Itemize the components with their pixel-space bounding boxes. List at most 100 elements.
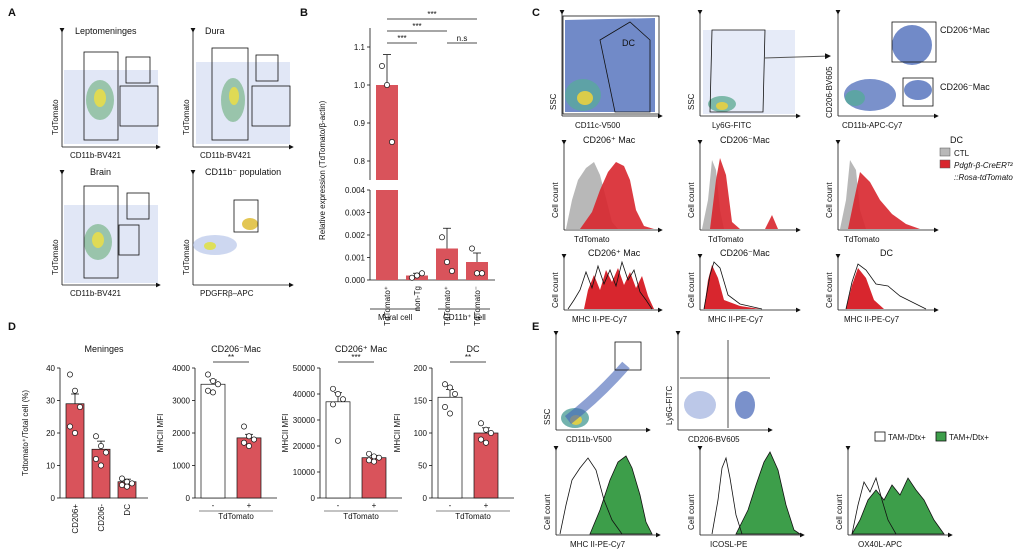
y-tick-label: 150 xyxy=(414,397,428,406)
hist-ylabel: Cell count xyxy=(835,494,844,530)
bar xyxy=(376,190,398,280)
flow-plot-xlabel: CD11b-V500 xyxy=(566,435,612,444)
x-tick-label: CD206+ xyxy=(71,504,80,534)
data-point xyxy=(366,450,372,457)
data-point xyxy=(478,420,484,427)
panel-d: D Meninges 0 10 20 30 40 Tdtomato⁺/Total cell … xyxy=(8,321,514,534)
y-tick-label: 10 xyxy=(46,462,55,471)
flow-plot-title: Brain xyxy=(90,167,111,177)
hist-ylabel: Cell count xyxy=(825,272,834,308)
x-tick-label: - xyxy=(337,501,340,510)
hist-xlabel: OX40L-APC xyxy=(858,540,902,549)
y-tick-label: 0.003 xyxy=(345,209,366,218)
y-tick-label: 20000 xyxy=(293,442,316,451)
chart-title: DC xyxy=(467,344,480,354)
legend-c: CTL Pdgfr-β-CreERᵀ² ::Rosa-tdTomato xyxy=(939,147,1013,182)
bar-chart-b: 0.8 0.9 1.0 1.1 0.000 0.001 0.002 0.003 0.004 TdT… xyxy=(345,10,495,326)
data-point xyxy=(483,439,489,446)
histogram-mhcii-e: MHC II-PE-Cy7 Cell count xyxy=(543,446,661,549)
data-point xyxy=(474,270,480,277)
data-point xyxy=(469,245,475,252)
panel-c: C DC CD11c-V500 SSC Ly6G-FITC SSC xyxy=(532,7,1013,324)
data-point xyxy=(444,259,450,265)
legend-tg-2: ::Rosa-tdTomato xyxy=(954,173,1013,182)
panel-a-letter: A xyxy=(8,7,16,19)
panel-c-letter: C xyxy=(532,7,540,19)
panel-a: A Leptomeninges CD11b-BV421 TdTomato Dur… xyxy=(8,7,294,298)
y-tick-label: 40000 xyxy=(293,390,316,399)
flow-plot-ylabel: CD206-BV605 xyxy=(825,66,834,118)
y-tick-label: 0.004 xyxy=(345,186,366,195)
flow-plot-cd206-ly6g: CD206-BV605 Ly6G-FITC xyxy=(665,331,773,444)
data-point xyxy=(215,381,221,388)
bar xyxy=(65,403,85,499)
histogram-tdtomato-cd206-pos: TdTomato xyxy=(561,140,663,244)
chart-title: Meninges xyxy=(84,344,124,354)
hist-xlabel: MHC II-PE-Cy7 xyxy=(844,315,900,324)
flow-plot-cd11b-v500: CD11b-V500 SSC xyxy=(543,331,651,444)
flow-plot-ylabel: TdTomato xyxy=(51,99,60,135)
hist-xlabel: TdTomato xyxy=(708,235,744,244)
panel-b: B Relative expression (TdTomato/β-actin)… xyxy=(300,7,495,326)
flow-plot-xlabel: Ly6G-FITC xyxy=(712,121,751,130)
data-point xyxy=(483,426,489,433)
sig-label: ** xyxy=(228,353,234,362)
flow-plot-ly6g: Ly6G-FITC SSC xyxy=(687,10,831,130)
hist-title: CD206⁺ Mac xyxy=(583,135,636,145)
data-point xyxy=(67,423,73,430)
flow-plot-title: Leptomeninges xyxy=(75,26,137,36)
flow-plot-ylabel: Ly6G-FITC xyxy=(665,386,674,425)
x-tick-label: + xyxy=(372,501,377,510)
flow-plot-xlabel: CD11c-V500 xyxy=(575,121,621,130)
bar-chart-d-dc: DC 0 50 100 150 200 MHCII MFI - + ** TdTomato xyxy=(393,344,514,521)
x-tick-label: TdTomato⁻ xyxy=(473,286,482,326)
bar xyxy=(325,401,351,499)
data-point xyxy=(414,272,420,279)
y-tick-label: 0 xyxy=(311,494,316,503)
hist-ylabel: Cell count xyxy=(551,182,560,218)
data-point xyxy=(124,478,130,485)
x-axis-label: TdTomato xyxy=(218,512,254,521)
bar-chart-d-cd206-pos: CD206⁺ Mac 0 10000 20000 30000 40000 50000 MHCI… xyxy=(281,344,402,521)
y-tick-label: 1000 xyxy=(172,462,190,471)
gate-label-cd206-pos: CD206⁺Mac xyxy=(940,25,990,35)
data-point xyxy=(376,454,382,461)
x-tick-label: + xyxy=(484,501,489,510)
sig-label: *** xyxy=(397,34,406,43)
data-point xyxy=(479,270,485,277)
panel-d-letter: D xyxy=(8,321,16,333)
hist-xlabel: MHC II-PE-Cy7 xyxy=(572,315,628,324)
hist-ylabel: Cell count xyxy=(551,272,560,308)
data-point xyxy=(77,404,83,410)
histogram-tdtomato-cd206-neg: TdTomato xyxy=(697,140,801,244)
y-tick-label: 1.0 xyxy=(354,81,366,90)
x-tick-label: TdTomato⁺ xyxy=(383,286,392,326)
data-point xyxy=(340,396,346,403)
y-tick-label: 2000 xyxy=(172,429,190,438)
data-point xyxy=(124,483,130,490)
gate-label-cd206-neg: CD206⁻Mac xyxy=(940,82,990,92)
hist-ylabel: Cell count xyxy=(687,272,696,308)
data-point xyxy=(246,433,252,440)
hist-ylabel: Cell count xyxy=(687,182,696,218)
y-tick-label: 0.002 xyxy=(345,231,366,240)
x-tick-label: TdTomato⁺ xyxy=(443,286,452,326)
flow-plot-xlabel: CD11b-APC-Cy7 xyxy=(842,121,903,130)
bar-chart-d-meninges: Meninges 0 10 20 30 40 Tdtomato⁺/Total cell (%… xyxy=(21,344,148,534)
y-axis-label: MHCII MFI xyxy=(156,414,165,453)
hist-ylabel: Cell count xyxy=(825,182,834,218)
flow-plot-ylabel: SSC xyxy=(687,93,696,110)
data-point xyxy=(210,389,216,396)
y-axis-label: MHCII MFI xyxy=(393,414,402,453)
flow-plot-cd11b-neg: CD11b⁻ population PDGFRβ–APC TdTomato xyxy=(182,167,294,298)
flow-plot-cd11c: DC CD11c-V500 SSC xyxy=(549,10,663,130)
legend-ctl: CTL xyxy=(954,149,970,158)
data-point xyxy=(452,391,458,397)
y-tick-label: 50 xyxy=(418,462,427,471)
data-point xyxy=(442,404,448,410)
legend-tg: Pdgfr-β-CreERᵀ² xyxy=(954,161,1013,170)
histogram-mhcii-cd206-pos: MHC II-PE-Cy7 xyxy=(561,254,663,324)
y-tick-label: 20 xyxy=(46,429,55,438)
legend-e: TAM-/Dtx+ TAM+/Dtx+ xyxy=(874,431,989,442)
y-tick-label: 0.8 xyxy=(354,157,366,166)
